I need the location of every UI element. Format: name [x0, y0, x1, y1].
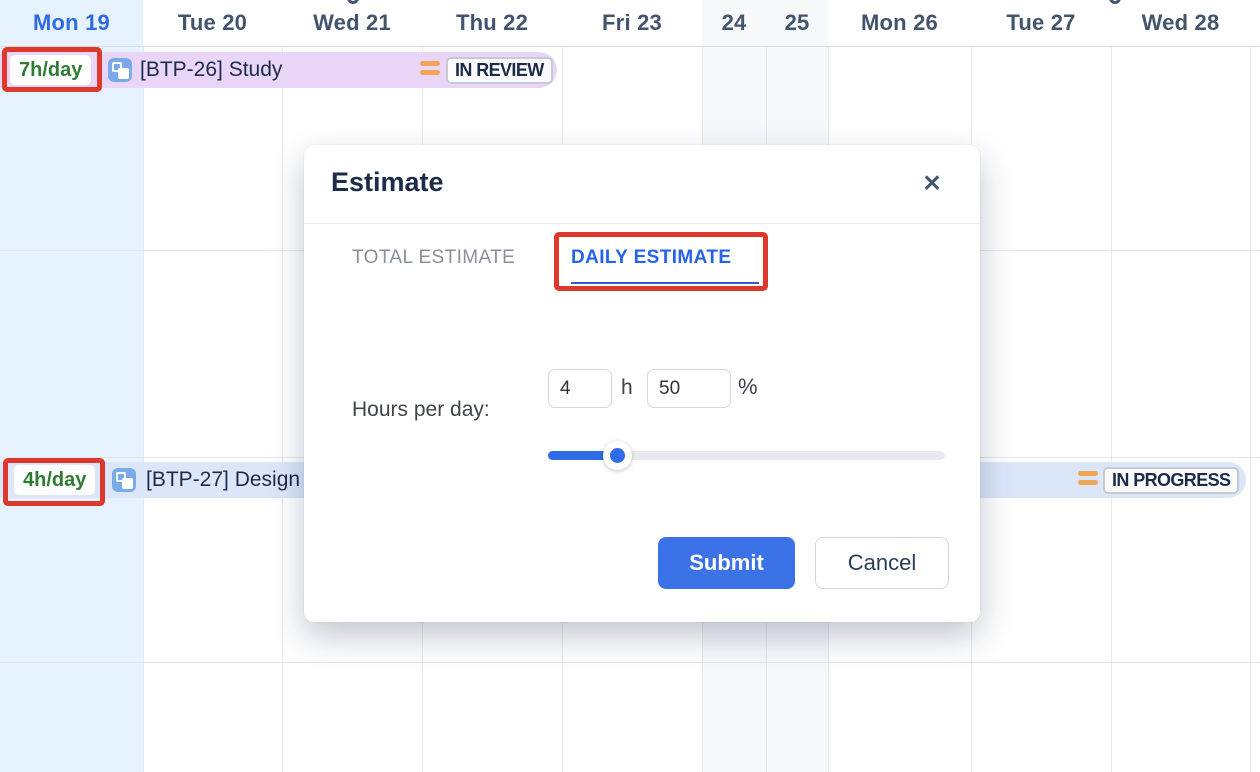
clone-icon — [112, 468, 136, 492]
active-tab-underline — [571, 282, 759, 284]
status-badge[interactable]: IN PROGRESS — [1103, 467, 1240, 494]
cancel-button[interactable]: Cancel — [815, 537, 949, 589]
hours-input[interactable] — [548, 369, 612, 408]
slider-fill — [548, 451, 617, 460]
daily-estimate-chip[interactable]: 4h/day — [14, 465, 96, 495]
date-header-row: Mon 19 Tue 20 Wed 21 Thu 22 Fri 23 24 25… — [0, 0, 1260, 47]
clone-icon-back — [116, 472, 126, 482]
priority-medium-icon — [1078, 471, 1098, 489]
daily-estimate-chip[interactable]: 7h/day — [10, 55, 92, 85]
priority-medium-icon — [420, 61, 440, 79]
status-badge[interactable]: IN REVIEW — [446, 57, 553, 84]
clone-icon-front — [122, 478, 133, 489]
day-header-fri23[interactable]: Fri 23 — [602, 10, 662, 35]
clone-icon-front — [118, 68, 129, 79]
day-header-wed28[interactable]: Wed 28 — [1141, 10, 1220, 35]
day-header-sat24[interactable]: 24 — [721, 10, 747, 35]
day-header-mon26[interactable]: Mon 26 — [861, 10, 938, 35]
gridline — [1250, 47, 1251, 772]
modal-header-divider — [304, 223, 980, 224]
today-column-highlight — [0, 0, 143, 772]
percent-unit-label: % — [738, 374, 758, 399]
estimate-modal: Estimate ✕ TOTAL ESTIMATE DAILY ESTIMATE… — [304, 145, 980, 622]
task-bar-btp-26[interactable]: 7h/day [BTP-26] Study IN REVIEW — [0, 52, 557, 88]
gridline — [1111, 47, 1112, 772]
hours-unit-label: h — [621, 376, 633, 399]
day-header-wed21[interactable]: Wed 21 — [313, 10, 391, 35]
modal-title: Estimate — [331, 167, 444, 197]
submit-button[interactable]: Submit — [658, 537, 795, 589]
day-header-tue27[interactable]: Tue 27 — [1006, 10, 1076, 35]
gridline — [143, 47, 144, 772]
tab-daily-estimate[interactable]: DAILY ESTIMATE — [571, 247, 732, 268]
hours-per-day-label: Hours per day: — [352, 398, 490, 421]
day-header-sun25[interactable]: 25 — [784, 10, 810, 35]
day-header-mon19[interactable]: Mon 19 — [33, 10, 110, 35]
slider-thumb[interactable] — [603, 441, 632, 470]
task-title[interactable]: [BTP-26] Study — [140, 58, 283, 81]
task-title[interactable]: [BTP-27] Design — [146, 468, 301, 491]
row-divider — [0, 662, 1260, 663]
tab-total-estimate[interactable]: TOTAL ESTIMATE — [352, 247, 516, 268]
slider-track[interactable] — [548, 451, 945, 460]
clone-icon — [108, 58, 132, 82]
close-icon[interactable]: ✕ — [916, 167, 948, 199]
hours-slider[interactable] — [548, 441, 945, 470]
day-header-tue20[interactable]: Tue 20 — [177, 10, 248, 35]
day-header-thu22[interactable]: Thu 22 — [455, 10, 529, 35]
clone-icon-back — [112, 62, 122, 72]
gridline — [282, 47, 283, 772]
percent-input[interactable] — [647, 369, 731, 408]
